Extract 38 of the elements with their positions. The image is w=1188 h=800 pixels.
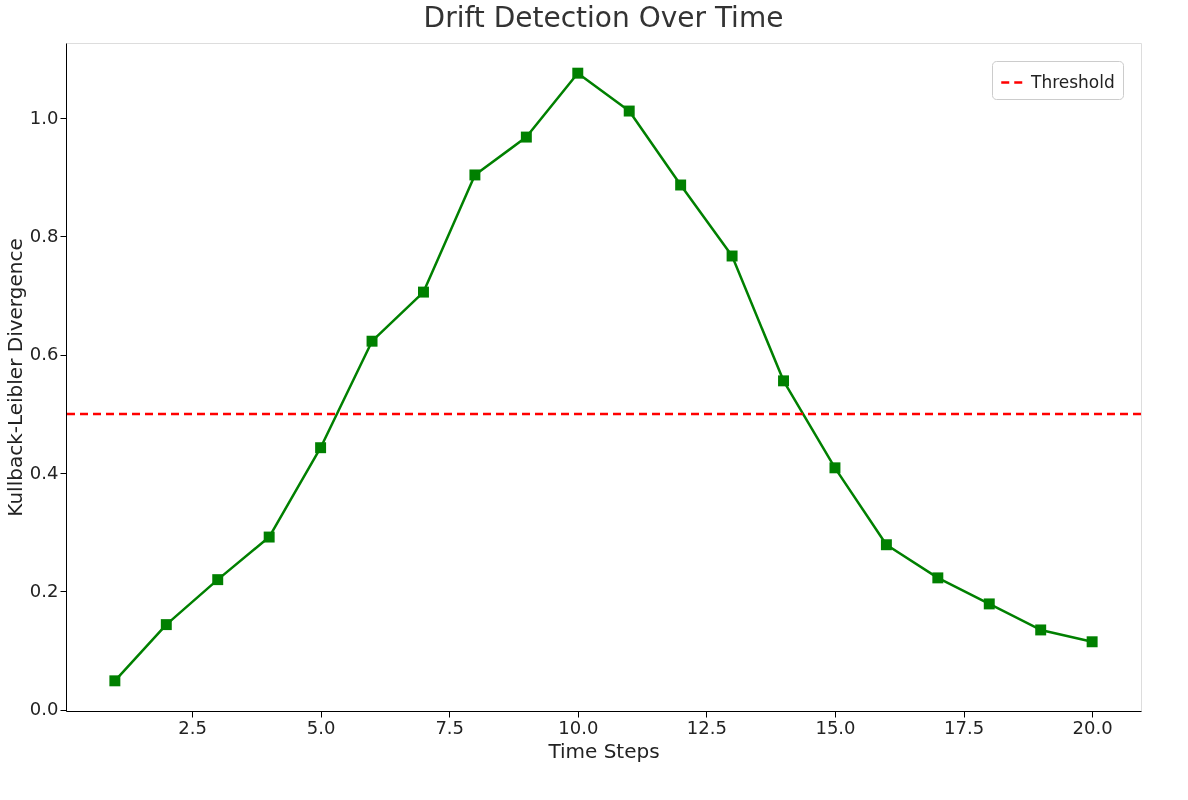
point — [983, 598, 995, 610]
point — [623, 105, 635, 117]
point — [1086, 636, 1098, 648]
x-tick-label: 12.5 — [686, 716, 727, 738]
legend-label: Threshold — [1030, 71, 1115, 92]
point — [160, 619, 172, 631]
point — [263, 531, 275, 543]
point — [109, 675, 121, 687]
y-tick-label: 1.0 — [29, 106, 59, 128]
x-tick-label: 7.5 — [435, 716, 465, 738]
x-tick-label: 15.0 — [815, 716, 856, 738]
y-tick-label: 0.4 — [29, 461, 59, 483]
point — [1035, 624, 1047, 636]
x-tick-label: 20.0 — [1072, 716, 1113, 738]
chart-title: Drift Detection Over Time — [423, 1, 784, 34]
point — [675, 179, 687, 191]
x-axis-title: Time Steps — [547, 738, 660, 763]
point — [520, 131, 532, 143]
y-tick-label: 0.0 — [29, 698, 59, 720]
point — [572, 67, 584, 79]
x-tick-label: 17.5 — [944, 716, 985, 738]
x-tick-label: 10.0 — [558, 716, 599, 738]
point — [315, 442, 327, 454]
y-axis-title: Kullback-Leibler Divergence — [2, 238, 27, 517]
x-tick-label: 2.5 — [178, 716, 207, 738]
point — [829, 462, 841, 474]
point — [726, 250, 738, 262]
point — [366, 335, 378, 347]
x-tick-label: 5.0 — [306, 716, 336, 738]
point — [212, 574, 224, 586]
point — [880, 539, 892, 551]
y-tick-label: 0.2 — [29, 579, 59, 601]
point — [932, 572, 944, 584]
point — [418, 286, 429, 298]
point — [469, 169, 481, 181]
y-tick-label: 0.6 — [29, 343, 59, 365]
point — [778, 375, 789, 387]
y-tick-label: 0.8 — [29, 224, 59, 246]
